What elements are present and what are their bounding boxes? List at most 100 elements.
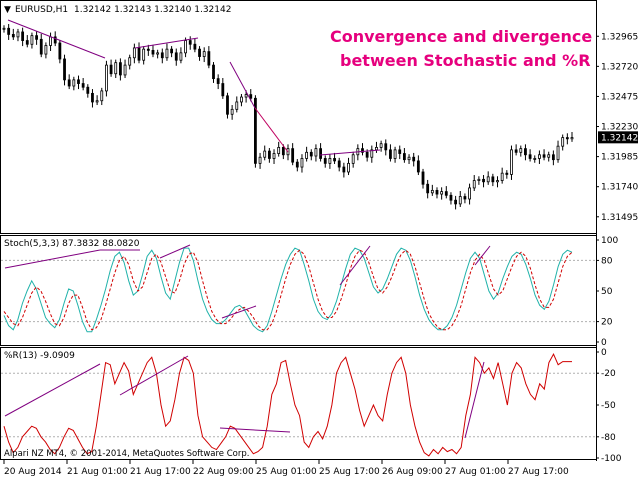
candle — [491, 173, 495, 187]
candle — [524, 144, 527, 161]
candle — [542, 149, 546, 161]
candle — [272, 149, 276, 164]
candle — [556, 140, 560, 163]
candle — [281, 144, 285, 160]
symbol-label: EURUSD,H1 — [15, 5, 68, 15]
current-price-marker: 1.32142 — [598, 131, 638, 144]
candle — [86, 84, 90, 98]
candle — [207, 46, 211, 69]
candle — [258, 152, 262, 169]
wpr-tick-label: 0 — [601, 348, 607, 358]
wpr-trendline[interactable] — [4, 363, 101, 417]
stoch-tick-label: 80 — [601, 256, 613, 266]
candle — [482, 175, 485, 188]
candle — [551, 150, 555, 166]
candle — [216, 74, 220, 90]
wpr-tick-label: -100 — [601, 454, 622, 464]
candle — [105, 60, 108, 97]
candle — [528, 149, 532, 162]
stoch-trendline[interactable] — [339, 245, 371, 286]
x-tick-label: 22 Aug 09:00 — [193, 467, 254, 477]
candle — [351, 151, 355, 168]
candle — [226, 92, 229, 119]
candle — [49, 32, 52, 51]
candle — [137, 42, 141, 64]
candle — [295, 159, 299, 172]
candle — [44, 42, 48, 59]
x-tick-label: 21 Aug 17:00 — [130, 467, 191, 477]
stoch-trendline[interactable] — [4, 249, 101, 269]
candle — [496, 176, 499, 188]
stoch-trendline[interactable] — [159, 244, 191, 259]
candle — [412, 152, 416, 167]
candle — [407, 154, 411, 164]
candle — [35, 31, 38, 45]
wpr-trendline[interactable] — [464, 361, 485, 439]
stoch-label: Stoch(5,3,3) 87.3832 88.0820 — [4, 239, 140, 249]
candle — [123, 59, 127, 79]
candle — [7, 23, 11, 40]
price-trendline[interactable] — [319, 149, 381, 156]
candle — [570, 132, 574, 142]
candle — [81, 78, 85, 91]
price-tick-label: 1.32965 — [601, 32, 638, 42]
candle — [393, 146, 397, 163]
candle — [230, 105, 234, 120]
candle — [188, 36, 192, 50]
candle — [109, 59, 113, 77]
candle — [39, 33, 43, 58]
x-tick-label: 25 Aug 17:00 — [319, 467, 380, 477]
price-tick-label: 1.32720 — [601, 62, 638, 72]
candle — [561, 134, 565, 151]
price-trendline[interactable] — [7, 19, 106, 59]
stoch-tick-label: 0 — [601, 338, 607, 348]
candle — [235, 96, 239, 113]
candle — [510, 145, 513, 180]
stoch-trendline[interactable] — [474, 245, 491, 266]
price-trendline[interactable] — [254, 107, 289, 153]
candle — [444, 186, 448, 199]
candle — [77, 75, 80, 90]
candle — [132, 43, 136, 64]
candle — [421, 168, 425, 189]
candle — [165, 43, 169, 61]
candle — [333, 152, 336, 164]
candle — [25, 35, 29, 48]
candle — [67, 74, 71, 90]
candle — [389, 144, 392, 162]
candle — [151, 44, 155, 58]
candle — [375, 141, 378, 153]
price-tick-label: 1.31495 — [601, 213, 638, 223]
price-trendline[interactable] — [134, 37, 199, 49]
stoch-main-line — [3, 247, 573, 333]
candle — [305, 146, 309, 162]
stoch-tick-label: 20 — [601, 318, 613, 328]
candle — [160, 48, 164, 64]
stoch-tick-label: 100 — [601, 236, 618, 246]
price-tick-label: 1.32475 — [601, 92, 638, 102]
candle — [337, 157, 341, 172]
candle — [114, 59, 118, 79]
candle — [463, 193, 467, 204]
candle — [179, 47, 183, 64]
candle — [328, 154, 332, 169]
stoch-trendline[interactable] — [221, 305, 257, 319]
candle — [458, 191, 462, 207]
x-tick-label: 21 Aug 01:00 — [67, 467, 128, 477]
price-panel-header: ▼ EURUSD,H1 1.32142 1.32143 1.32140 1.32… — [4, 5, 231, 15]
stoch-tick-label: 50 — [601, 287, 613, 297]
ohlc-label: 1.32142 1.32143 1.32140 1.32142 — [74, 5, 231, 15]
candle — [547, 151, 551, 162]
candle — [184, 37, 187, 58]
wpr-trendline[interactable] — [119, 355, 189, 396]
candle — [379, 140, 383, 152]
price-trendline[interactable] — [229, 61, 256, 109]
footer-copyright: Alpari NZ MT4, © 2001-2014, MetaQuotes S… — [4, 449, 249, 459]
candle — [538, 150, 541, 164]
candle — [300, 154, 304, 173]
annotation-line-1: Convergence and divergence — [330, 27, 592, 46]
x-tick-label: 27 Aug 17:00 — [508, 467, 569, 477]
wpr-trendline[interactable] — [219, 427, 291, 433]
